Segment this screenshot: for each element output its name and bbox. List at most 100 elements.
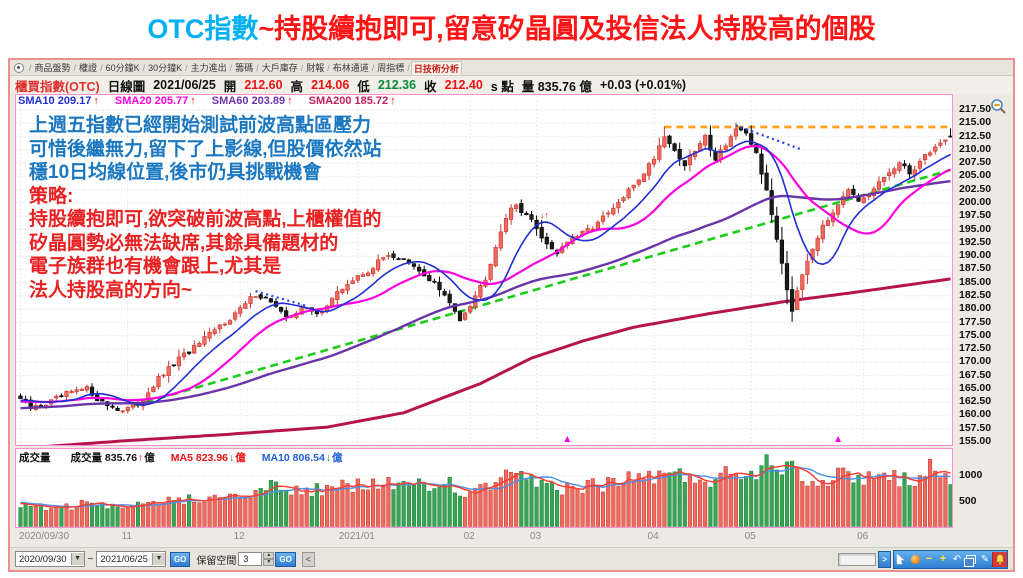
minus-icon[interactable]: −: [925, 553, 933, 565]
spinner-up-icon[interactable]: ▲: [263, 552, 275, 559]
zoom-out-icon[interactable]: [990, 98, 1007, 115]
spinner-down-icon[interactable]: ▼: [263, 559, 275, 566]
go-button[interactable]: GO: [169, 551, 191, 567]
undo-icon[interactable]: ↶: [952, 553, 962, 565]
volume-chart-pane[interactable]: [15, 448, 953, 528]
volume-header-segment: ↑: [138, 451, 144, 464]
sma-label-sma20: SMA20 205.77 ↑: [115, 95, 196, 108]
price-tick-label: 182.50: [959, 288, 992, 301]
sma-label-sma60: SMA60 203.89 ↑: [212, 95, 293, 108]
volume-header-segment: 成交量 835.76: [70, 452, 138, 464]
tab-separator: /: [256, 62, 259, 73]
annotation-line: 穩10日均線位置,後市仍具挑戰機會: [29, 162, 322, 183]
info-segment: 高: [290, 79, 304, 94]
date-to-dropdown[interactable]: 2021/06/25 ▼: [96, 551, 166, 567]
date-tick-label: 02: [463, 531, 475, 542]
price-tick-label: 205.00: [959, 169, 992, 182]
window-restore-icon[interactable]: [964, 552, 978, 567]
radio-icon[interactable]: [14, 62, 24, 73]
bottom-toolbar: 2020/09/30 ▼ ~ 2021/06/25 ▼ GO 保留空間 3 ▲ ▼…: [10, 547, 1013, 570]
up-arrow-icon: ↑: [93, 95, 99, 107]
reserve-space-label: 保留空間: [196, 555, 237, 567]
pen-icon[interactable]: ✎: [980, 553, 990, 565]
price-tick-label: 162.50: [959, 395, 992, 408]
price-tick-label: 197.50: [959, 209, 992, 222]
scroll-back-button[interactable]: <: [301, 551, 315, 567]
tab-日技術分析[interactable]: 日技術分析: [410, 60, 462, 75]
price-tick-label: 210.00: [959, 142, 992, 155]
sma-label-sma10: SMA10 209.17 ↑: [18, 95, 99, 108]
sma-text: SMA10 209.17: [18, 95, 92, 107]
tab-大戶庫存[interactable]: 大戶庫存: [261, 63, 298, 73]
chevron-down-icon[interactable]: ▼: [151, 553, 165, 565]
price-tick-label: 160.00: [959, 408, 992, 421]
reserve-space-spinner[interactable]: ▲ ▼: [263, 552, 275, 566]
up-arrow-icon: ↑: [190, 95, 196, 107]
sma-label-sma200: SMA200 185.72 ↑: [309, 95, 396, 108]
bell-icon[interactable]: [992, 551, 1007, 567]
reserve-space-input[interactable]: 3: [238, 552, 263, 566]
scroll-forward-button[interactable]: >: [878, 550, 891, 568]
price-tick-label: 187.50: [959, 262, 992, 275]
volume-header-segment: MA10 806.54: [261, 451, 325, 464]
annotation-line: 上週五指數已經開始測試前波高點區壓力: [29, 115, 372, 136]
volume-tick-label: 500: [959, 495, 977, 507]
chart-tools-strip: − + ↶ ✎: [893, 549, 1008, 569]
price-tick-label: 165.00: [959, 381, 992, 394]
date-tick-label: 11: [121, 531, 132, 542]
tab-周指標[interactable]: 周指標: [377, 63, 405, 73]
sma-indicator-row: SMA10 209.17 ↑ SMA20 205.77 ↑ SMA60 203.89 ↑ S…: [18, 95, 412, 108]
date-tick-label: 12: [233, 531, 245, 542]
sma-text: SMA60 203.89: [211, 95, 286, 107]
up-arrow-icon: ↑: [287, 95, 293, 107]
volume-header: 成交量 成交量 835.76 ↑ 億 MA5 823.96 ↓ 億 MA10 806.54 ↓ 億: [19, 450, 343, 465]
price-chart-canvas[interactable]: ↓↑: [16, 95, 952, 445]
go-button-2[interactable]: GO: [275, 551, 296, 567]
tab-籌碼[interactable]: 籌碼: [235, 63, 254, 73]
date-from-dropdown[interactable]: 2020/09/30 ▼: [15, 551, 85, 567]
price-tick-label: 155.00: [959, 435, 992, 447]
tab-布林通道[interactable]: 布林通道: [332, 63, 369, 73]
info-segment: 收: [424, 79, 437, 94]
annotation-line: 可惜後繼無力,留下了上影線,但股價依然站: [29, 138, 382, 160]
page-title-rest: ~持股續抱即可,留意矽晶圓及投信法人持股高的個股: [258, 14, 876, 44]
price-axis: 217.50 215.00 212.50 210.00 207.50 205.00 202.…: [956, 94, 1014, 447]
price-tick-label: 192.50: [959, 235, 992, 248]
price-chart-pane[interactable]: ↓↑: [15, 94, 953, 446]
tab-權證[interactable]: 權證: [79, 63, 98, 73]
tab-30分鐘K[interactable]: 30分鐘K: [148, 63, 183, 73]
tab-財報[interactable]: 財報: [306, 63, 325, 73]
volume-header-segment: MA5 823.96: [170, 451, 228, 464]
chart-ball-icon[interactable]: [908, 552, 922, 567]
info-segment: 214.06: [311, 78, 350, 92]
toolbar-right-controls: > − + ↶ ✎: [838, 549, 1008, 569]
tab-60分鐘K[interactable]: 60分鐘K: [105, 63, 140, 73]
sma-text: SMA200 185.72: [308, 95, 389, 107]
analyst-annotation: 上週五指數已經開始測試前波高點區壓力 可惜後繼無力,留下了上影線,但股價依然站 穩1…: [29, 114, 382, 302]
tab-separator: /: [100, 62, 103, 73]
price-tick-label: 167.50: [959, 368, 992, 381]
tab-separator: /: [185, 62, 188, 73]
plus-icon[interactable]: +: [939, 553, 947, 565]
price-tick-label: 190.00: [959, 249, 992, 262]
date-tick-label: 04: [647, 531, 659, 542]
price-tick-label: 207.50: [959, 156, 992, 169]
price-tick-label: 215.00: [959, 116, 992, 129]
ball-glyph: [910, 554, 920, 564]
window-glyph: [964, 554, 976, 567]
date-tick-label: 06: [857, 531, 869, 542]
quote-info-bar: 櫃買指數(OTC) 日線圖 2021/06/25 開 212.60 高 214.06 低 212…: [10, 76, 1013, 94]
info-segment: 212.60: [244, 78, 283, 92]
scrollbar-track[interactable]: [838, 552, 877, 566]
tab-商品盤勢[interactable]: 商品盤勢: [34, 63, 71, 73]
cursor-icon[interactable]: [894, 552, 908, 567]
tab-separator: /: [142, 62, 146, 73]
chevron-down-icon[interactable]: ▼: [70, 553, 84, 565]
sma-text: SMA20 205.77: [114, 95, 189, 107]
volume-chart-canvas[interactable]: [16, 449, 952, 527]
price-tick-label: 195.00: [959, 222, 992, 235]
tab-主力進出[interactable]: 主力進出: [190, 63, 227, 73]
volume-header-segment: ↓: [229, 451, 235, 464]
annotation-line: 矽晶圓勢必無法缺席,其餘具備題材的: [29, 232, 339, 254]
up-arrow-icon: ↑: [390, 95, 396, 107]
